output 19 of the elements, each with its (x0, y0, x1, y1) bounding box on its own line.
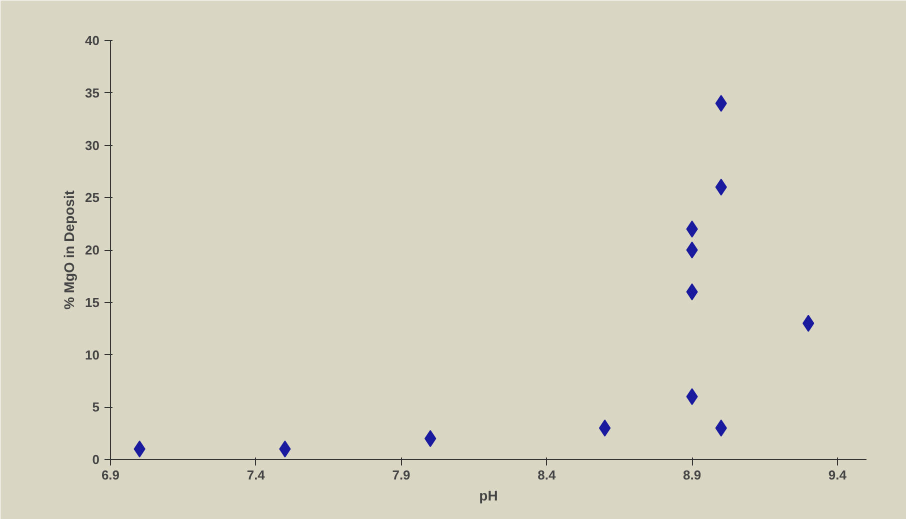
y-tick-label: 0 (92, 452, 100, 467)
x-tick-label: 9.4 (828, 468, 848, 482)
y-tick-label: 10 (85, 347, 100, 362)
x-tick-label: 6.9 (101, 468, 120, 482)
x-axis-title: pH (479, 488, 498, 504)
y-tick-label: 40 (85, 33, 100, 48)
y-axis-title: % MgO in Deposit (61, 190, 78, 310)
y-tick-label: 5 (92, 400, 100, 415)
y-tick-label: 15 (85, 294, 100, 310)
y-tick-label: 35 (85, 85, 100, 100)
y-tick-label: 20 (85, 242, 100, 258)
x-tick-label: 8.9 (683, 468, 702, 482)
y-tick-label: 25 (85, 190, 100, 206)
x-tick-label: 8.4 (538, 468, 556, 482)
x-tick-label: 7.4 (246, 468, 266, 482)
y-tick-label: 30 (85, 138, 100, 153)
x-tick-label: 7.9 (392, 468, 410, 482)
point (598, 420, 611, 437)
point (686, 242, 698, 258)
